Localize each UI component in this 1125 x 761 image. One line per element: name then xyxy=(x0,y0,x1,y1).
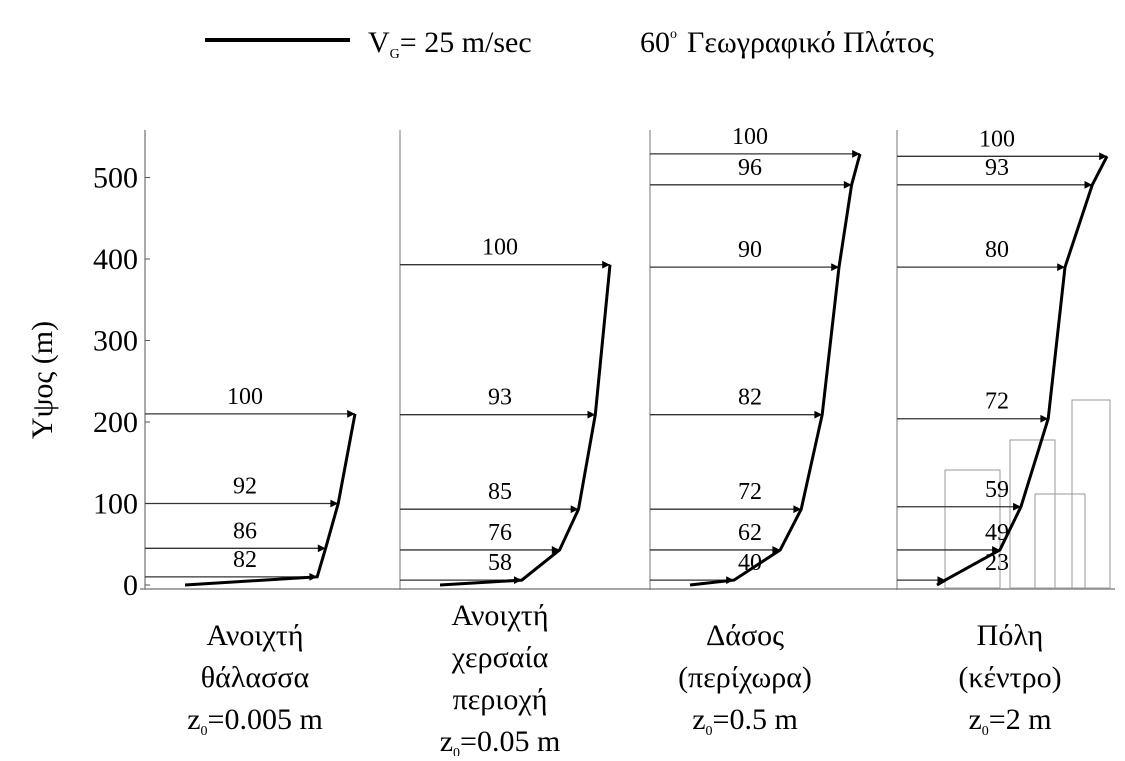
arrow-label: 72 xyxy=(738,479,762,505)
y-tick-label: 200 xyxy=(93,406,138,439)
arrow-label: 82 xyxy=(233,547,257,573)
arrow-label: 86 xyxy=(233,518,257,544)
roughness-label: z0=0.5 m xyxy=(692,703,798,739)
z-subscript: 0 xyxy=(453,746,460,756)
z-symbol: z xyxy=(692,703,705,736)
arrow-label: 100 xyxy=(482,235,518,261)
arrow-label: 93 xyxy=(488,385,512,411)
arrow-label: 100 xyxy=(732,124,768,150)
legend-text: VG= 25 m/sec xyxy=(368,26,532,62)
arrow-label: 80 xyxy=(985,237,1009,263)
arrow-label: 96 xyxy=(738,155,762,181)
arrow-label: 76 xyxy=(488,520,512,546)
z-symbol: z xyxy=(187,703,200,736)
z-symbol: z xyxy=(440,725,453,756)
arrow-label: 58 xyxy=(488,550,512,576)
wind-profile xyxy=(440,265,610,585)
arrow-label: 93 xyxy=(985,155,1009,181)
roughness-label: z0=2 m xyxy=(968,703,1051,739)
arrow-label: 23 xyxy=(985,550,1009,576)
roughness-label: z0=0.005 m xyxy=(187,703,323,739)
panel-label: (περίχωρα) xyxy=(678,661,812,694)
diagram: VG= 25 m/sec 60oΓεωγραφικό Πλάτος Υψος (… xyxy=(0,0,1125,756)
arrow-label: 92 xyxy=(233,474,257,500)
arrow-label: 85 xyxy=(488,479,512,505)
z-value: =0.05 m xyxy=(460,725,560,756)
y-tick-label: 500 xyxy=(93,162,138,195)
arrow-label: 100 xyxy=(979,126,1015,152)
z-value: =2 m xyxy=(989,703,1052,736)
wind-profile xyxy=(185,414,355,585)
wind-profile xyxy=(690,154,860,585)
roughness-label: z0=0.05 m xyxy=(440,725,561,756)
panel-label: περιοχή xyxy=(453,683,548,716)
y-tick-label: 300 xyxy=(93,325,138,358)
z-subscript: 0 xyxy=(706,724,713,739)
z-subscript: 0 xyxy=(201,724,208,739)
arrow-label: 100 xyxy=(227,384,263,410)
panel-label: Δάσος xyxy=(706,619,784,652)
arrow-label: 59 xyxy=(985,477,1009,503)
arrow-label: 62 xyxy=(738,520,762,546)
z-subscript: 0 xyxy=(982,724,989,739)
wind-profile xyxy=(937,156,1107,585)
panel-label: χερσαία xyxy=(451,641,549,674)
arrow-label: 90 xyxy=(738,237,762,263)
z-value: =0.005 m xyxy=(208,703,323,736)
panel-label: Ανοιχτή xyxy=(206,619,303,652)
city-buildings xyxy=(945,400,1110,588)
y-axis-title: Υψος (m) xyxy=(26,321,59,439)
z-symbol: z xyxy=(968,703,981,736)
arrow-label: 72 xyxy=(985,389,1009,415)
y-tick-label: 0 xyxy=(123,569,138,602)
panel-label: Ανοιχτή xyxy=(451,599,548,632)
y-tick-label: 100 xyxy=(93,488,138,521)
panel-label: (κέντρο) xyxy=(958,661,1061,694)
z-value: =0.5 m xyxy=(713,703,798,736)
arrow-label: 82 xyxy=(738,385,762,411)
panel-label: θάλασσα xyxy=(201,661,310,694)
panel-label: Πόλη xyxy=(977,619,1044,652)
y-tick-label: 400 xyxy=(93,243,138,276)
